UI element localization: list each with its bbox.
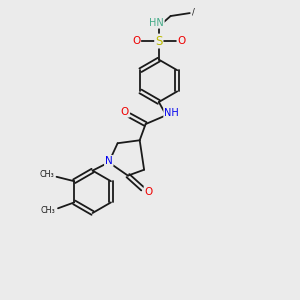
Text: NH: NH [164,108,179,118]
Text: O: O [177,36,186,46]
Text: O: O [144,187,153,197]
Text: N: N [105,156,113,166]
Text: HN: HN [149,18,164,28]
Text: O: O [132,36,140,46]
Text: CH₃: CH₃ [41,206,56,215]
Text: CH₃: CH₃ [40,170,54,179]
Text: O: O [121,107,129,117]
Text: /: / [192,7,195,16]
Text: S: S [155,34,163,48]
